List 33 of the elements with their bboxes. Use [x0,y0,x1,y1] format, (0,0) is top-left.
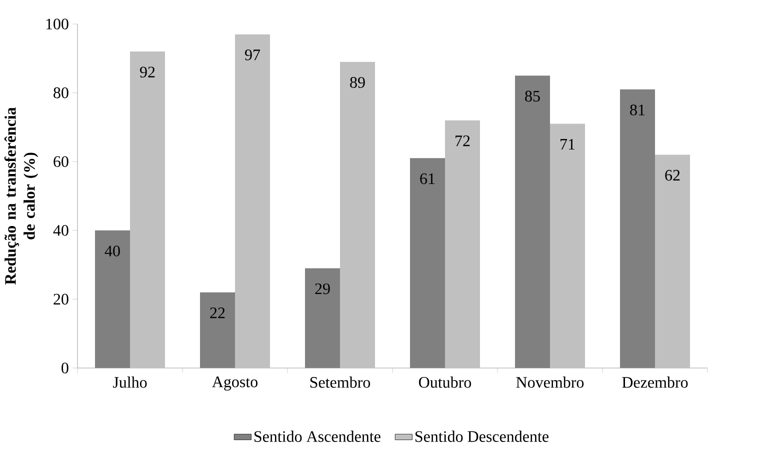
data-label: 29 [315,283,330,294]
y-tick-label: 60 [54,156,68,167]
legend-label: Sentido Ascendente [254,430,380,442]
data-label: 22 [210,308,225,318]
x-tick-label: Novembro [516,376,584,388]
y-axis-title: Redução na transferência de calor (%) [4,107,38,285]
data-label: 97 [245,50,260,60]
legend-label: Sentido Descendente [415,430,548,442]
x-tick-label: Dezembro [622,376,688,388]
y-tick-label: 0 [62,362,68,374]
y-tick-label: 40 [53,225,68,236]
data-label: 62 [665,170,680,181]
y-tick-label: 100 [46,18,68,30]
data-label: 71 [560,138,575,150]
bar [655,154,690,368]
bar [130,52,165,368]
data-label: 85 [525,90,540,102]
y-tick-label: 80 [54,87,68,98]
data-label: 72 [456,136,470,146]
bar [340,62,375,368]
data-label: 61 [420,173,435,184]
x-tick-label: Outubro [418,376,472,388]
bar [445,120,480,368]
bar [550,124,585,368]
x-tick-label: Julho [112,376,147,388]
data-label: 81 [630,104,645,116]
x-tick-label: Setembro [310,376,370,388]
data-label: 89 [350,77,365,88]
y-tick-label: 20 [54,294,68,305]
data-label: 40 [104,246,120,256]
x-tick-label: Agosto [212,376,258,391]
bar [235,34,270,368]
data-label: 92 [140,66,155,78]
